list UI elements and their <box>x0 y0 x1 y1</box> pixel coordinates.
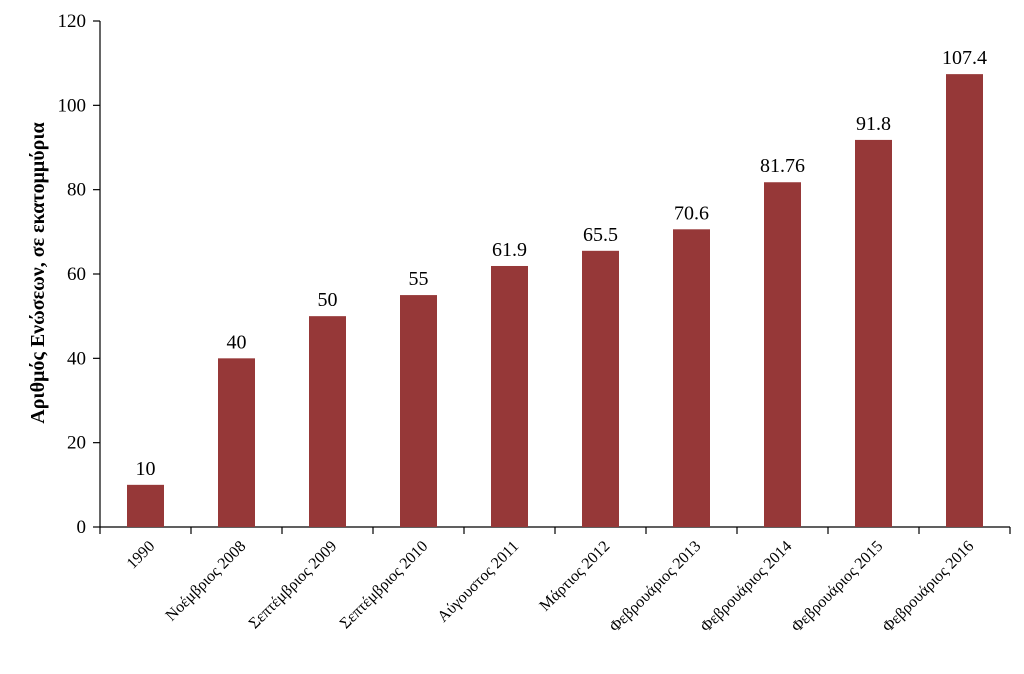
y-tick-label: 20 <box>67 433 86 454</box>
bar <box>491 265 528 527</box>
bar <box>218 358 255 527</box>
x-tick-label: Φεβρουάριος 2014 <box>697 538 795 636</box>
data-label: 61.9 <box>492 239 527 261</box>
x-tick-label: Αύγουστος 2011 <box>434 538 522 626</box>
x-tick-label: Σεπτέμβριος 2010 <box>337 538 431 632</box>
bar <box>855 139 892 527</box>
x-tick-label: Σεπτέμβριος 2009 <box>246 538 340 632</box>
data-label: 91.8 <box>856 113 891 135</box>
y-axis-title: Αριθμός Ενώσεων, σε εκατομμύρια <box>27 122 49 423</box>
y-tick-label: 0 <box>77 517 87 538</box>
y-tick-label: 100 <box>58 95 87 116</box>
x-tick-label: Φεβρουάριος 2016 <box>879 538 977 636</box>
y-axis-title-group: Αριθμός Ενώσεων, σε εκατομμύρια <box>27 122 49 423</box>
bar <box>400 295 437 527</box>
x-tick-label: 1990 <box>124 538 159 573</box>
bar <box>673 229 710 527</box>
bar <box>582 250 619 527</box>
data-label: 55 <box>409 268 429 290</box>
y-tick-label: 80 <box>67 180 86 201</box>
y-tick-label: 120 <box>58 11 87 32</box>
data-label: 10 <box>136 458 156 480</box>
bar <box>946 74 983 527</box>
x-tick-label: Μάρτιος 2012 <box>536 538 613 615</box>
x-tick-label: Φεβρουάριος 2015 <box>788 538 886 636</box>
y-tick-label: 40 <box>67 348 86 369</box>
x-tick-label: Νοέμβριος 2008 <box>163 538 250 625</box>
plot-area: 0 20 40 60 80 100 120 10 1990 40 Νοέμβριος 2008 50 Σ… <box>58 11 1011 636</box>
x-tick-label: Φεβρουάριος 2013 <box>606 538 704 636</box>
bar <box>127 484 164 527</box>
y-tick-label: 60 <box>67 264 86 285</box>
data-label: 81.76 <box>760 155 805 177</box>
bar <box>764 182 801 527</box>
data-label: 50 <box>318 289 338 311</box>
data-label: 70.6 <box>674 202 709 224</box>
data-label: 107.4 <box>942 47 987 69</box>
data-label: 65.5 <box>583 224 618 246</box>
bar <box>309 316 346 527</box>
data-label: 40 <box>227 331 247 353</box>
